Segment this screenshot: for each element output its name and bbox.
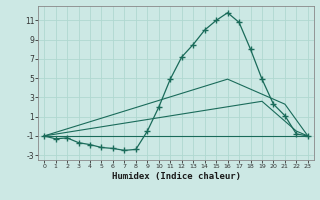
- X-axis label: Humidex (Indice chaleur): Humidex (Indice chaleur): [111, 172, 241, 181]
